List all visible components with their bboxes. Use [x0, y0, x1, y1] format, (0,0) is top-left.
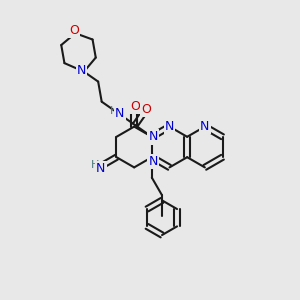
- Text: O: O: [69, 24, 79, 37]
- Text: H: H: [110, 106, 118, 116]
- Text: H: H: [91, 160, 99, 170]
- Text: N: N: [148, 130, 158, 143]
- Text: N: N: [115, 107, 124, 120]
- Text: N: N: [200, 120, 209, 133]
- Text: O: O: [131, 100, 141, 113]
- Text: N: N: [77, 64, 86, 77]
- Text: N: N: [165, 120, 174, 133]
- Text: N: N: [148, 155, 158, 168]
- Text: N: N: [96, 162, 106, 175]
- Text: O: O: [141, 103, 151, 116]
